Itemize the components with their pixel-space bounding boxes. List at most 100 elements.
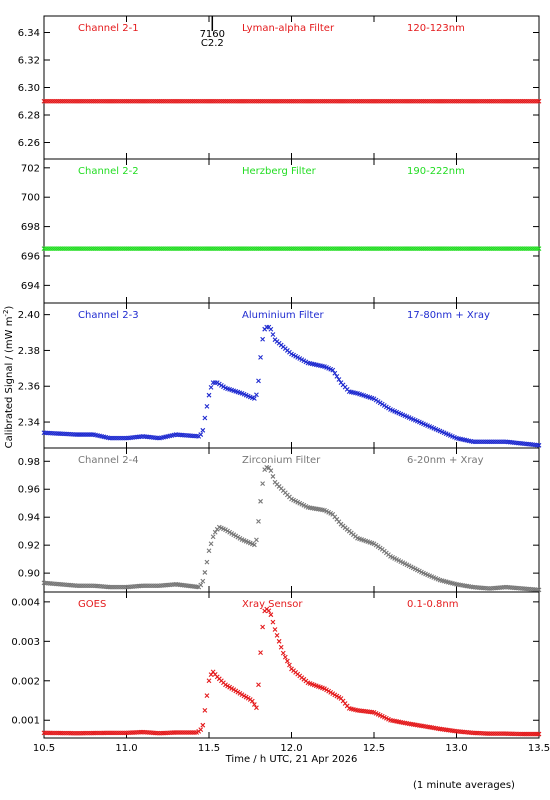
data-point — [334, 374, 340, 379]
data-point — [270, 474, 276, 479]
data-point — [274, 633, 280, 638]
data-point — [204, 693, 210, 698]
panel-label: Zirconium Filter — [242, 455, 321, 466]
data-point — [276, 638, 282, 644]
data-point — [200, 578, 206, 584]
y-tick-label: 700 — [21, 193, 40, 204]
panel-label: Channel 2-4 — [78, 455, 139, 466]
data-point — [330, 367, 336, 373]
panel-label: Herzberg Filter — [242, 166, 317, 177]
data-point — [260, 336, 266, 342]
data-point — [204, 403, 210, 409]
y-tick-label: 0.002 — [11, 676, 40, 687]
panel-label: Xray Sensor — [242, 599, 303, 610]
y-tick-label: 6.32 — [18, 56, 40, 67]
y-tick-label: 0.004 — [11, 597, 40, 608]
data-point — [336, 377, 342, 382]
data-point — [258, 354, 263, 360]
x-tick-label: 13.0 — [445, 743, 467, 754]
data-point — [266, 608, 272, 614]
data-point — [210, 534, 216, 540]
panel-label: Channel 2-1 — [78, 23, 139, 34]
y-tick-label: 6.34 — [18, 28, 40, 39]
data-point — [251, 396, 257, 401]
panel-label: Lyman-alpha Filter — [242, 23, 335, 34]
y-tick-label: 0.96 — [18, 485, 40, 496]
data-point — [212, 529, 218, 535]
panel-label: 6-20nm + Xray — [407, 455, 484, 466]
panel-frame — [43, 591, 540, 739]
data-point — [284, 658, 290, 664]
panel-label: Channel 2-2 — [78, 166, 139, 177]
data-point — [198, 727, 204, 732]
data-point — [200, 427, 206, 433]
y-tick-label: 702 — [21, 163, 40, 174]
data-point — [260, 624, 266, 630]
x-tick-label: 11.0 — [115, 743, 137, 754]
panel-label: 0.1-0.8nm — [407, 599, 459, 610]
data-point — [202, 415, 208, 421]
x-tick-label: 12.0 — [280, 743, 302, 754]
y-tick-label: 2.34 — [18, 418, 40, 429]
y-tick-label: 2.40 — [18, 310, 40, 321]
data-point — [287, 662, 292, 668]
data-point — [254, 392, 259, 398]
data-point — [258, 650, 263, 656]
y-tick-label: 0.98 — [18, 457, 40, 468]
x-tick-label: 11.5 — [198, 743, 220, 754]
panel-label: Channel 2-3 — [78, 310, 139, 321]
y-tick-label: 696 — [21, 251, 40, 262]
y-tick-label: 0.92 — [18, 541, 40, 552]
flare-marker-number: 7160 — [200, 29, 225, 40]
data-point — [268, 326, 274, 332]
flare-marker-class: C2.2 — [201, 38, 224, 49]
panel-label: 17-80nm + Xray — [407, 310, 490, 321]
data-point — [206, 392, 212, 398]
data-point — [251, 542, 257, 548]
data-point — [256, 519, 261, 524]
panel-frame — [43, 15, 540, 160]
panel-label: GOES — [78, 599, 106, 610]
data-point — [536, 731, 542, 737]
data-point — [202, 570, 208, 575]
panel-frame — [43, 447, 540, 593]
x-tick-label: 10.5 — [33, 743, 55, 754]
data-point — [208, 384, 214, 390]
data-point — [249, 698, 255, 704]
y-tick-label: 6.28 — [18, 111, 40, 122]
data-point — [258, 498, 263, 504]
averaging-note: (1 minute averages) — [413, 780, 515, 791]
data-point — [198, 432, 204, 437]
data-point — [206, 548, 212, 554]
panel-label: 190-222nm — [407, 166, 465, 177]
y-tick-label: 6.30 — [18, 83, 40, 94]
y-tick-label: 2.38 — [18, 346, 40, 357]
data-point — [268, 468, 274, 473]
y-axis-label: Calibrated Signal / (mW m-2) — [2, 306, 15, 449]
y-tick-label: 698 — [21, 222, 40, 233]
data-point — [536, 98, 542, 104]
data-point — [202, 707, 208, 713]
y-tick-label: 0.001 — [11, 716, 40, 727]
data-point — [270, 619, 276, 625]
data-point — [272, 627, 278, 632]
data-point — [198, 582, 204, 588]
panel-frame — [43, 158, 540, 304]
data-point — [260, 481, 266, 487]
data-point — [254, 537, 259, 543]
data-point — [536, 442, 542, 448]
data-point — [208, 541, 214, 547]
data-point — [536, 246, 542, 252]
data-point — [270, 332, 276, 337]
data-point — [206, 678, 212, 684]
y-tick-label: 6.26 — [18, 138, 40, 149]
y-tick-label: 694 — [21, 281, 40, 292]
panel-label: 120-123nm — [407, 23, 465, 34]
data-point — [280, 650, 286, 656]
panel-label: Aluminium Filter — [242, 310, 325, 321]
x-tick-label: 13.5 — [528, 743, 550, 754]
x-tick-label: 12.5 — [363, 743, 385, 754]
data-point — [200, 722, 206, 728]
data-point — [204, 559, 210, 565]
